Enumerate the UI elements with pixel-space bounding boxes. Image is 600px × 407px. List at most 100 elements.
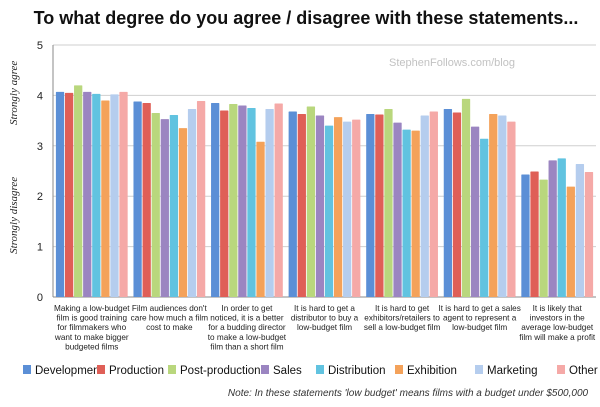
bar-development [211, 102, 220, 298]
bar-other [352, 119, 361, 297]
bar-marketing [265, 109, 274, 298]
category-label-line: It is hard to get a sales [438, 304, 520, 313]
chart-title: To what degree do you agree / disagree w… [34, 8, 579, 28]
category-label-line: film is good training [57, 314, 128, 323]
bar-distribution [247, 108, 256, 297]
bar-post-production [229, 103, 238, 297]
bar-production [297, 114, 306, 297]
bar-post-production [539, 179, 548, 297]
bar-distribution [557, 158, 566, 297]
bar-post-production [306, 106, 316, 297]
category-label-line: It is hard to get a [294, 304, 355, 313]
category-label-line: for filmmakers who [57, 323, 126, 332]
legend-swatch [557, 365, 565, 374]
footnote: Note: In these statements 'low budget' m… [228, 388, 589, 399]
bar-distribution [480, 138, 489, 297]
legend-label: Development [35, 365, 104, 377]
bar-sales [393, 122, 402, 297]
category-label-line: care how much a film [131, 314, 209, 323]
category-label: It is hard to get exhibitors/retailers to… [364, 304, 441, 332]
bar-exhibition [178, 128, 188, 297]
y-tick-label: 3 [37, 141, 43, 153]
bar-production [220, 110, 229, 298]
bar-production [64, 92, 74, 297]
bar-sales [238, 105, 247, 297]
bar-distribution [92, 93, 101, 297]
category-label-line: investors in the [530, 314, 586, 323]
legend-item: Marketing [475, 365, 538, 377]
category-label: It is likely that investors in the average… [519, 304, 596, 342]
category-label-line: sell a low-budget film [364, 323, 441, 332]
category-label-line: Film audiences don't [132, 304, 208, 313]
category-label-line: average low-budget [521, 323, 594, 332]
bar-other [507, 121, 516, 297]
category-label-line: distributor to buy a [291, 314, 359, 323]
legend-label: Sales [273, 365, 302, 377]
watermark-text: StephenFollows.com/blog [389, 57, 515, 69]
bar-development [521, 174, 530, 297]
legend-item: Post-production [168, 365, 261, 377]
bar-marketing [420, 115, 429, 297]
bar-exhibition [489, 114, 498, 297]
category-label: In order to get noticed, it is a better fo… [208, 304, 287, 351]
bar-production [142, 102, 151, 298]
category-labels: Making a low-budget film is good training… [54, 304, 596, 351]
category-label-line: want to make bigger [54, 333, 129, 342]
category-label: Making a low-budget film is good training… [54, 304, 130, 351]
bar-development [366, 114, 375, 297]
bar-exhibition [333, 117, 343, 298]
category-label: It is hard to get a sales agent to repres… [438, 304, 520, 332]
y-tick-label: 2 [37, 191, 43, 203]
bar-exhibition [411, 130, 420, 297]
y-tick-label: 0 [37, 292, 43, 304]
category-label-line: low-budget film [297, 323, 352, 332]
legend-item: Other [557, 365, 598, 377]
bar-post-production [74, 85, 83, 297]
legend-item: Production [97, 365, 164, 377]
category-label-line: to make a low-budget [208, 333, 287, 342]
y-tick-label: 4 [37, 90, 43, 102]
bar-production [452, 112, 462, 297]
bar-post-production [461, 98, 471, 297]
bar-marketing [575, 163, 585, 297]
legend-label: Other [569, 365, 598, 377]
legend-item: Development [23, 365, 104, 377]
bar-post-production [384, 109, 393, 298]
bars [55, 85, 594, 298]
legend-item: Exhibition [395, 365, 457, 377]
legend-swatch [261, 365, 269, 374]
legend: Development Production Post-production Sale… [23, 365, 598, 377]
legend-swatch [395, 365, 403, 374]
legend-swatch [316, 365, 324, 374]
category-label-line: for a budding director [208, 323, 286, 332]
legend-item: Sales [261, 365, 302, 377]
bar-exhibition [566, 186, 575, 297]
category-label-line: film than a short film [210, 342, 283, 351]
legend-label: Post-production [180, 365, 261, 377]
legend-label: Marketing [487, 365, 538, 377]
legend-label: Exhibition [407, 365, 457, 377]
bar-distribution [324, 125, 334, 297]
bar-development [443, 109, 453, 298]
y-tick-label: 1 [37, 242, 43, 254]
bar-sales [315, 115, 325, 297]
y-axis-ticks: 0 1 2 3 4 5 [37, 40, 43, 304]
category-label-line: In order to get [221, 304, 273, 313]
bar-exhibition [256, 141, 265, 297]
bar-marketing [110, 94, 119, 297]
bar-sales [160, 119, 169, 297]
y-axis-label-top: Strongly agree [8, 61, 20, 125]
category-label-line: agent to represent a [443, 314, 517, 323]
category-label-line: It is likely that [533, 304, 583, 313]
bar-marketing [187, 109, 197, 298]
y-axis-label-bottom: Strongly disagree [8, 177, 20, 254]
bar-other [584, 172, 594, 297]
bar-other [196, 100, 206, 297]
bar-other [274, 103, 283, 298]
bar-other [119, 91, 128, 297]
legend-label: Distribution [328, 365, 386, 377]
bar-production [375, 114, 384, 297]
bar-sales [83, 91, 92, 297]
category-label-line: low-budget film [452, 323, 507, 332]
